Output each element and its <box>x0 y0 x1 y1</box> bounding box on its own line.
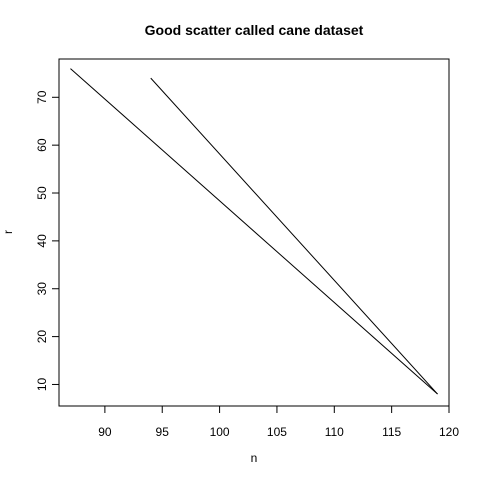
y-tick-label: 70 <box>35 90 49 104</box>
x-tick-label: 90 <box>98 425 112 439</box>
series-layer <box>70 68 438 395</box>
y-tick-label: 60 <box>35 138 49 152</box>
y-tick-label: 30 <box>35 282 49 296</box>
x-axis: 90 95 100 105 110 115 120 <box>98 405 459 439</box>
y-tick-label: 50 <box>35 186 49 200</box>
series-line <box>70 68 438 395</box>
plot-frame <box>58 58 450 407</box>
y-tick-label: 40 <box>35 234 49 248</box>
x-tick-label: 95 <box>156 425 170 439</box>
x-axis-label: n <box>251 451 258 465</box>
x-tick-label: 100 <box>210 425 230 439</box>
y-axis: 10 20 30 40 50 60 70 <box>35 90 60 391</box>
y-tick-label: 10 <box>35 377 49 391</box>
x-tick-label: 120 <box>439 425 459 439</box>
series-line <box>150 77 438 395</box>
x-tick-label: 105 <box>267 425 287 439</box>
y-tick-label: 20 <box>35 330 49 344</box>
x-tick-label: 115 <box>382 425 401 439</box>
x-tick-label: 110 <box>325 425 344 439</box>
chart-title: Good scatter called cane dataset <box>145 22 364 38</box>
y-axis-label: r <box>1 230 15 234</box>
